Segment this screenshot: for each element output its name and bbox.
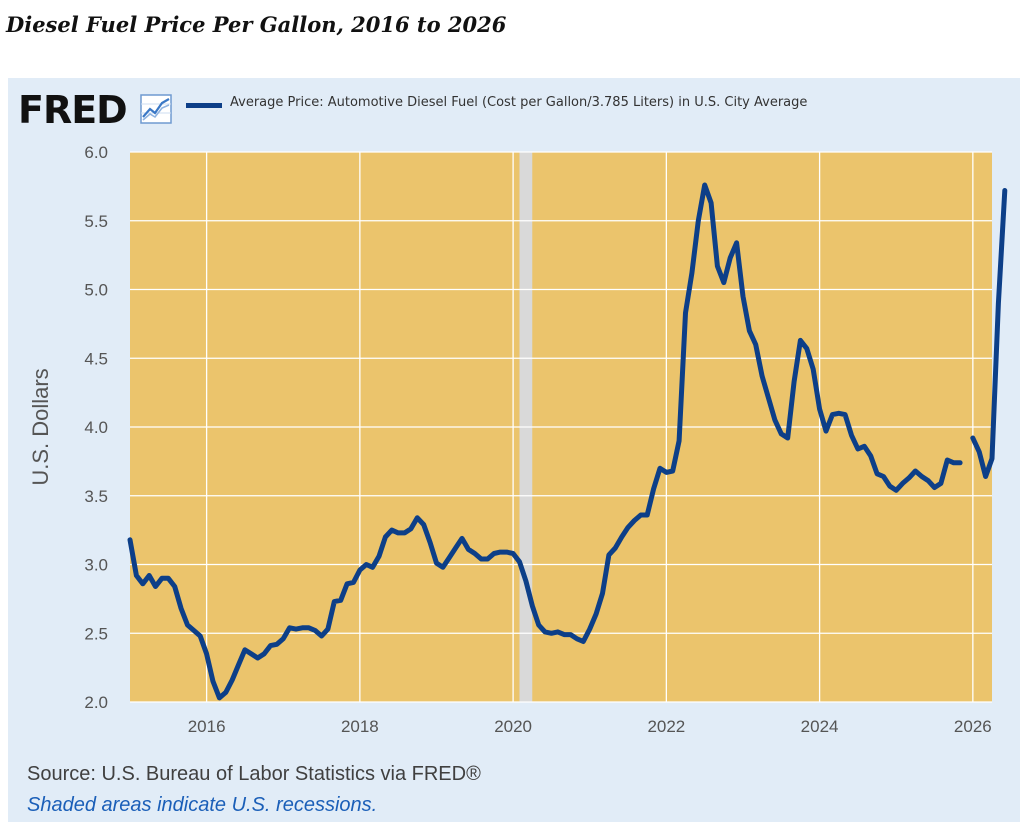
x-tick-label: 2016 [188, 717, 226, 736]
x-tick-label: 2020 [494, 717, 532, 736]
series-line[interactable] [127, 182, 963, 701]
x-tick-label: 2026 [954, 717, 992, 736]
y-tick-label: 3.0 [84, 556, 108, 575]
legend-series-label: Average Price: Automotive Diesel Fuel (C… [230, 95, 808, 110]
x-tick-label: 2024 [801, 717, 839, 736]
y-tick-label: 2.0 [84, 693, 108, 712]
y-tick-label: 2.5 [84, 624, 108, 643]
chart-line-icon [140, 94, 172, 124]
source-note: Source: U.S. Bureau of Labor Statistics … [27, 763, 481, 785]
y-tick-label: 4.5 [84, 349, 108, 368]
y-tick-label: 6.0 [84, 143, 108, 162]
y-axis-title: U.S. Dollars [28, 368, 53, 485]
y-tick-label: 3.5 [84, 487, 108, 506]
y-tick-label: 4.0 [84, 418, 108, 437]
fred-logo[interactable]: FRED [18, 88, 128, 132]
recession-note[interactable]: Shaded areas indicate U.S. recessions. [27, 794, 378, 816]
x-tick-label: 2018 [341, 717, 379, 736]
y-tick-label: 5.0 [84, 281, 108, 300]
legend-swatch [186, 103, 222, 108]
page-headline: Diesel Fuel Price Per Gallon, 2016 to 20… [6, 12, 507, 37]
y-tick-label: 5.5 [84, 212, 108, 231]
series-line[interactable] [970, 188, 1008, 479]
x-tick-label: 2022 [647, 717, 685, 736]
